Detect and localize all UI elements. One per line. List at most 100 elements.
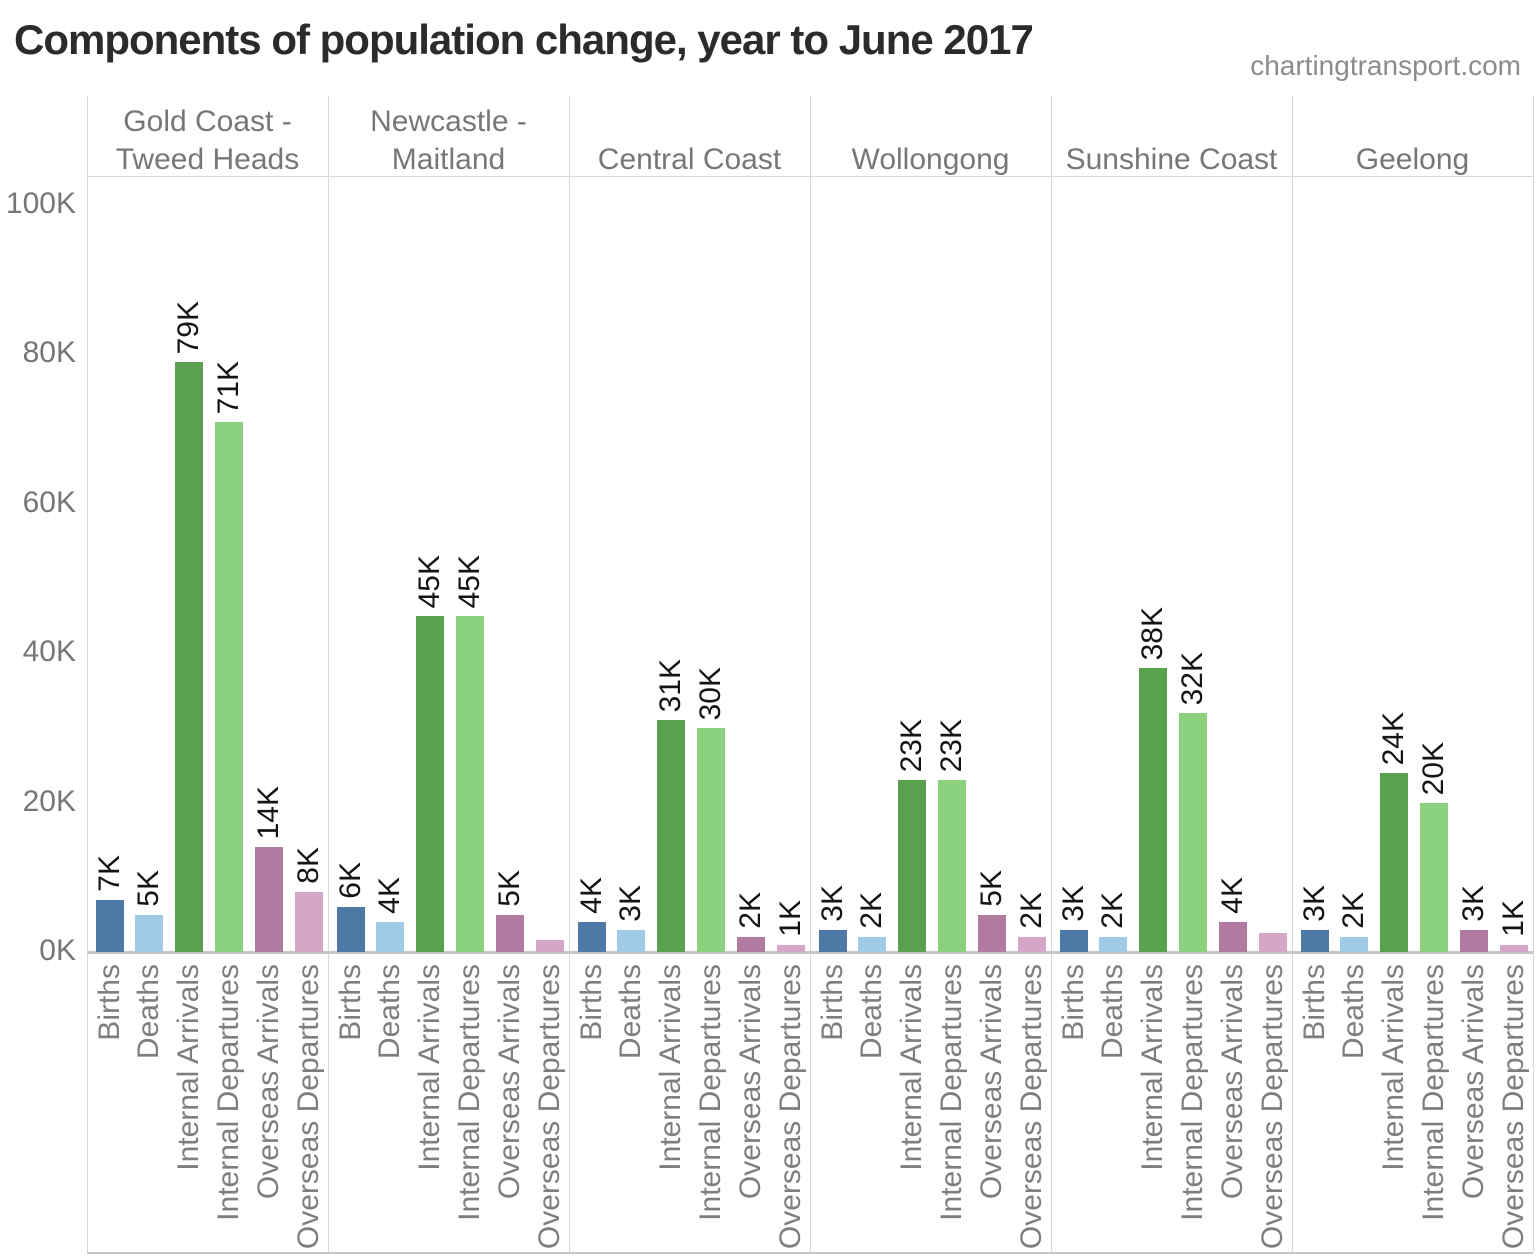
category-label: Internal Arrivals [413, 964, 446, 1171]
zero-axis-line [87, 951, 1533, 954]
bar-value-label: 1K [1497, 900, 1530, 937]
category-label: Births [1298, 964, 1331, 1041]
bar-value-label: 4K [575, 877, 608, 914]
bar-value-label: 7K [93, 855, 126, 892]
category-label: Overseas Arrivals [734, 964, 767, 1200]
category-label: Deaths [1337, 964, 1370, 1060]
bar-value-label: 31K [654, 658, 687, 712]
panel-header-line: Sunshine Coast [1065, 143, 1278, 176]
category-label: Births [334, 964, 367, 1041]
panel-divider [1533, 96, 1534, 1252]
panel-divider [1292, 96, 1293, 1252]
category-label: Deaths [1096, 964, 1129, 1060]
panel-header-line: Gold Coast - [123, 105, 292, 138]
panel-header: Gold Coast - Tweed Heads [87, 103, 328, 179]
category-label: Internal Arrivals [1136, 964, 1169, 1171]
bar-value-label: 2K [1015, 892, 1048, 929]
bar-overseas-arrivals [1219, 922, 1247, 952]
bar-value-label: 45K [453, 554, 486, 608]
y-axis-tick-label: 60K [22, 486, 76, 519]
bar-deaths [1340, 937, 1368, 952]
bar-value-label: 2K [1096, 892, 1129, 929]
panel-header: Central Coast [569, 141, 810, 179]
category-label: Internal Arrivals [1377, 964, 1410, 1171]
bar-value-label: 3K [816, 885, 849, 922]
panel-header-line: Tweed Heads [115, 143, 300, 176]
bar-overseas-arrivals [496, 915, 524, 952]
category-label: Internal Departures [1176, 964, 1209, 1221]
bar-internal-arrivals [1380, 773, 1408, 952]
watermark-text: chartingtransport.com [1250, 50, 1521, 81]
category-label: Overseas Departures [1256, 964, 1289, 1250]
bar-value-label: 79K [172, 300, 205, 354]
panel-header-line: Maitland [391, 143, 506, 176]
bar-value-label: 38K [1136, 606, 1169, 660]
panel-header: Sunshine Coast [1051, 141, 1292, 179]
bar-value-label: 2K [1337, 892, 1370, 929]
category-label: Internal Departures [1417, 964, 1450, 1221]
category-label: Births [575, 964, 608, 1041]
bottom-border [87, 1252, 1533, 1254]
y-axis-tick-label: 80K [22, 336, 76, 369]
category-label: Deaths [373, 964, 406, 1060]
panel-divider [328, 96, 329, 1252]
category-label: Deaths [132, 964, 165, 1060]
bar-internal-departures [1179, 713, 1207, 952]
bar-deaths [135, 915, 163, 952]
category-label: Internal Arrivals [172, 964, 205, 1171]
bar-births [819, 930, 847, 952]
bar-overseas-arrivals [978, 915, 1006, 952]
category-label: Internal Departures [694, 964, 727, 1221]
bar-internal-arrivals [175, 362, 203, 952]
category-label: Overseas Arrivals [1457, 964, 1490, 1200]
bar-value-label: 14K [252, 785, 285, 839]
bar-value-label: 6K [334, 862, 367, 899]
panel-header-line: Newcastle - [370, 105, 527, 138]
category-label: Overseas Departures [533, 964, 566, 1250]
category-label: Overseas Arrivals [493, 964, 526, 1200]
bar-value-label: 1K [774, 900, 807, 937]
bar-births [1301, 930, 1329, 952]
bar-births [578, 922, 606, 952]
bar-value-label: 3K [1057, 885, 1090, 922]
panel-header: Newcastle - Maitland [328, 103, 569, 179]
chart-title: Components of population change, year to… [14, 16, 1034, 63]
bar-value-label: 23K [895, 718, 928, 772]
panel-divider [810, 96, 811, 1252]
bar-value-label: 5K [493, 870, 526, 907]
bar-overseas-arrivals [1460, 930, 1488, 952]
bar-value-label: 8K [292, 847, 325, 884]
bar-value-label: 20K [1417, 741, 1450, 795]
bar-value-label: 24K [1377, 711, 1410, 765]
panel-header-line: Geelong [1355, 143, 1470, 176]
bar-deaths [617, 930, 645, 952]
bar-value-label: 2K [855, 892, 888, 929]
bar-deaths [376, 922, 404, 952]
category-label: Deaths [855, 964, 888, 1060]
panel-divider [87, 96, 88, 1252]
category-label: Internal Arrivals [654, 964, 687, 1171]
category-label: Overseas Departures [292, 964, 325, 1250]
bar-internal-departures [1420, 803, 1448, 952]
panel-header-line: Central Coast [597, 143, 782, 176]
category-label: Internal Departures [453, 964, 486, 1221]
bar-value-label: 3K [1298, 885, 1331, 922]
bar-internal-arrivals [1139, 668, 1167, 952]
header-separator [87, 176, 1533, 177]
bar-overseas-arrivals [737, 937, 765, 952]
category-label: Internal Departures [212, 964, 245, 1221]
bar-internal-departures [938, 780, 966, 952]
bar-deaths [1099, 937, 1127, 952]
bar-value-label: 5K [975, 870, 1008, 907]
category-label: Births [1057, 964, 1090, 1041]
bar-internal-departures [697, 728, 725, 952]
category-label: Births [93, 964, 126, 1041]
bar-overseas-departures [1500, 945, 1528, 952]
y-axis-tick-label: 40K [22, 635, 76, 668]
panel-header: Geelong [1292, 141, 1533, 179]
bar-value-label: 3K [614, 885, 647, 922]
bar-internal-departures [215, 422, 243, 952]
bar-value-label: 5K [132, 870, 165, 907]
category-label: Overseas Departures [1015, 964, 1048, 1250]
